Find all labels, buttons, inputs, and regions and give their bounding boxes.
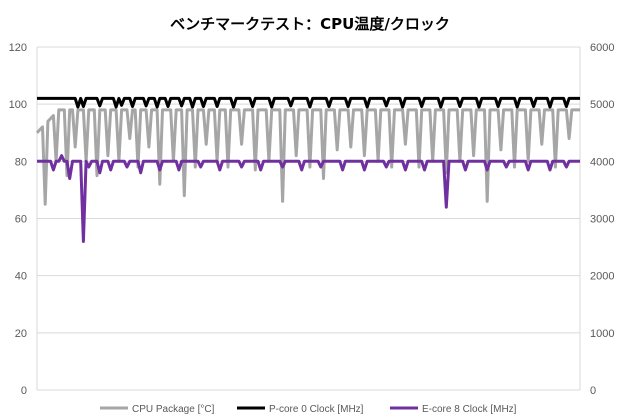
left-tick-label: 20 bbox=[15, 328, 27, 340]
left-tick-label: 0 bbox=[21, 385, 27, 397]
legend-label: CPU Package [°C] bbox=[132, 404, 215, 415]
plot-area bbox=[35, 96, 580, 243]
right-tick-label: 1000 bbox=[590, 328, 614, 340]
legend-label: P-core 0 Clock [MHz] bbox=[269, 404, 364, 415]
right-tick-label: 5000 bbox=[590, 99, 614, 111]
series-line bbox=[35, 108, 580, 206]
left-tick-label: 100 bbox=[9, 99, 27, 111]
right-tick-label: 0 bbox=[590, 385, 596, 397]
legend-label: E-core 8 Clock [MHz] bbox=[422, 404, 517, 415]
right-tick-label: 2000 bbox=[590, 271, 614, 283]
right-tick-label: 4000 bbox=[590, 156, 614, 168]
right-tick-label: 3000 bbox=[590, 214, 614, 226]
left-tick-label: 60 bbox=[15, 214, 27, 226]
series-line bbox=[37, 96, 580, 109]
left-tick-label: 120 bbox=[9, 42, 27, 54]
right-tick-label: 6000 bbox=[590, 42, 614, 54]
legend: CPU Package [°C] P-core 0 Clock [MHz] E-co… bbox=[100, 404, 517, 415]
right-y-axis: 0 1000 2000 3000 4000 5000 6000 bbox=[590, 42, 614, 397]
chart-title: ベンチマークテスト：CPU温度/クロック bbox=[170, 15, 450, 33]
left-tick-label: 40 bbox=[15, 271, 27, 283]
series-line bbox=[37, 154, 580, 243]
left-y-axis: 0 20 40 60 80 100 120 bbox=[9, 42, 27, 397]
left-tick-label: 80 bbox=[15, 156, 27, 168]
